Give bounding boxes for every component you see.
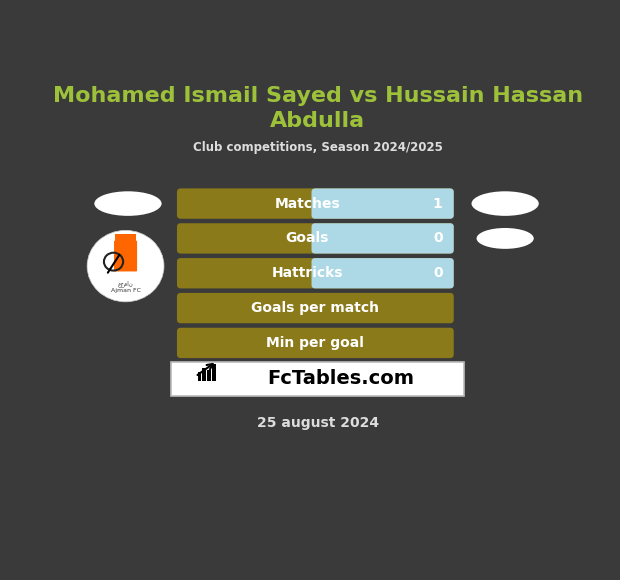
Text: Matches: Matches (275, 197, 340, 211)
Ellipse shape (471, 191, 539, 216)
Text: FcTables.com: FcTables.com (268, 369, 415, 389)
Bar (207, 370, 211, 381)
Bar (202, 368, 206, 381)
FancyBboxPatch shape (177, 223, 454, 253)
FancyBboxPatch shape (177, 258, 454, 288)
Circle shape (87, 230, 164, 302)
Text: Ajman FC: Ajman FC (110, 288, 141, 293)
Text: Hattricks: Hattricks (272, 266, 343, 280)
FancyBboxPatch shape (311, 223, 454, 253)
FancyBboxPatch shape (120, 234, 125, 243)
FancyBboxPatch shape (115, 234, 120, 243)
Text: Abdulla: Abdulla (270, 111, 365, 130)
Text: 25 august 2024: 25 august 2024 (257, 416, 379, 430)
FancyBboxPatch shape (114, 241, 137, 271)
FancyBboxPatch shape (125, 234, 131, 243)
FancyBboxPatch shape (131, 234, 136, 243)
Text: 0: 0 (433, 266, 443, 280)
Bar (198, 372, 202, 381)
Text: 1: 1 (433, 197, 443, 211)
FancyBboxPatch shape (177, 188, 454, 219)
FancyBboxPatch shape (311, 258, 454, 288)
Bar (212, 364, 216, 381)
Ellipse shape (94, 191, 162, 216)
Text: Mohamed Ismail Sayed vs Hussain Hassan: Mohamed Ismail Sayed vs Hussain Hassan (53, 86, 583, 106)
Text: عجمان: عجمان (118, 281, 133, 287)
Text: 0: 0 (433, 231, 443, 245)
FancyBboxPatch shape (171, 362, 464, 396)
FancyBboxPatch shape (177, 293, 454, 323)
Ellipse shape (477, 228, 534, 249)
FancyBboxPatch shape (177, 328, 454, 358)
Text: Min per goal: Min per goal (267, 336, 365, 350)
Text: Club competitions, Season 2024/2025: Club competitions, Season 2024/2025 (193, 141, 443, 154)
Text: Goals: Goals (286, 231, 329, 245)
FancyBboxPatch shape (311, 188, 454, 219)
Text: Goals per match: Goals per match (251, 301, 379, 315)
